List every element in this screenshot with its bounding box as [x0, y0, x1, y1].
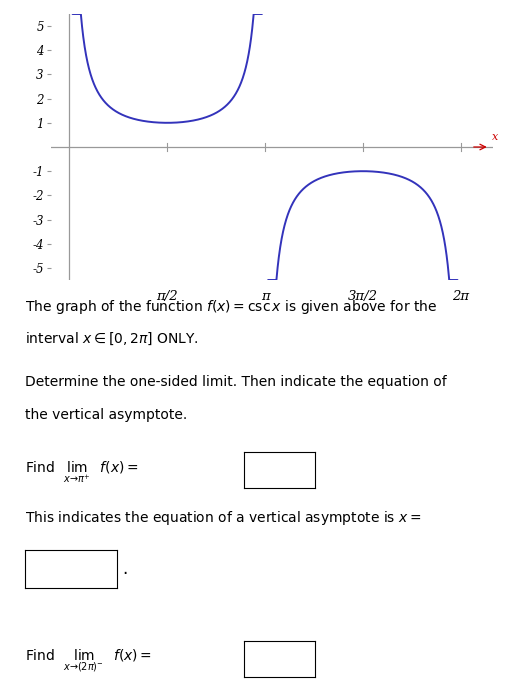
Text: This indicates the equation of a vertical asymptote is $x =$: This indicates the equation of a vertica… [25, 509, 422, 527]
Text: Find  $\lim_{x \to \pi^+}$  $f(x) =$: Find $\lim_{x \to \pi^+}$ $f(x) =$ [25, 458, 139, 484]
Text: x: x [492, 132, 498, 141]
Text: the vertical asymptote.: the vertical asymptote. [25, 408, 187, 422]
Text: The graph of the function $f(x) = \mathrm{csc}\, x$ is given above for the: The graph of the function $f(x) = \mathr… [25, 298, 437, 316]
Text: interval $x \in [0, 2\pi]$ ONLY.: interval $x \in [0, 2\pi]$ ONLY. [25, 331, 199, 347]
Text: This indicates the equation of a vertical asymptote is $x =$: This indicates the equation of a vertica… [25, 698, 422, 700]
Text: Determine the one-sided limit. Then indicate the equation of: Determine the one-sided limit. Then indi… [25, 374, 447, 388]
Text: Find  $\lim_{x \to (2\pi)^-}$  $f(x) =$: Find $\lim_{x \to (2\pi)^-}$ $f(x) =$ [25, 648, 152, 674]
Text: .: . [122, 560, 127, 578]
